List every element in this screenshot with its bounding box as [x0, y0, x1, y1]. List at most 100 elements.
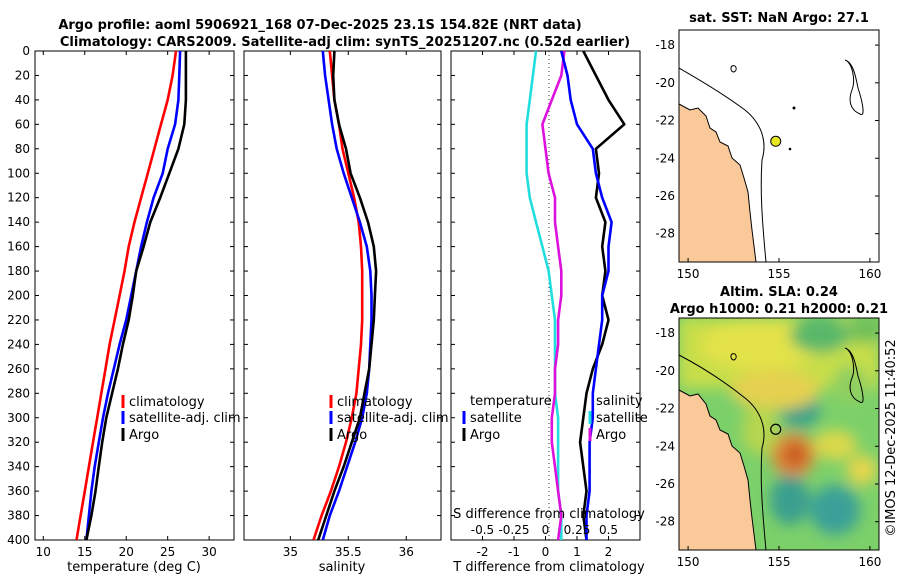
depth-tick-label: 40: [15, 93, 30, 107]
map-lat-label: -24: [655, 151, 675, 165]
sla-map-content: [679, 318, 879, 550]
legend-satellite-label: satellite-adj. clim: [129, 411, 241, 426]
map-lat-label: -28: [655, 227, 675, 241]
map-lon-label: 155: [768, 267, 791, 281]
x-tick-label: 10: [36, 545, 51, 559]
depth-tick-label: 200: [7, 289, 30, 303]
salinity-x-axis: 35 35.5 36: [244, 50, 441, 559]
salinity-difference-tick-label: -0.5: [471, 523, 494, 537]
x-tick-label: 35: [283, 545, 298, 559]
temperature-legend: climatology satellite-adj. clim Argo: [121, 395, 241, 443]
sla-low: [770, 475, 810, 525]
sla-map-axes: 150 155 160 -18 -20 -22 -24 -26 -28: [655, 326, 881, 569]
sst-map-float-marker: [770, 135, 782, 147]
sla-band: [742, 405, 778, 455]
legend-temp-satellite-label: satellite: [470, 411, 522, 426]
depth-tick-label: 0: [22, 44, 30, 58]
map-lat-label: -26: [655, 189, 675, 203]
map-lon-label: 160: [858, 267, 881, 281]
depth-axis: 0 20 40 60 80 100 120 140 160 180 200 220 240 260 280 3…: [7, 44, 30, 547]
main-title-line1: Argo profile: aoml 5906921_168 07-Dec-20…: [58, 18, 581, 33]
legend-climatology-label: climatology: [129, 395, 205, 410]
legend-argo-label: Argo: [129, 428, 159, 443]
sst-map-islet: [788, 147, 792, 151]
difference-panel: -2 -1 0 1 2 temperature satellite Argo salin…: [450, 50, 648, 575]
sst-map: 150 155 160 -18 -20 -22 -24 -26 -28: [655, 29, 881, 281]
x-tick-label: 30: [201, 545, 216, 559]
salinity-difference-tick-label: 0: [542, 523, 550, 537]
legend-satellite-label: satellite-adj. clim: [337, 411, 449, 426]
depth-tick-label: 60: [15, 117, 30, 131]
sst-map-islet: [792, 106, 796, 110]
sst-map-title: sat. SST: NaN Argo: 27.1: [689, 11, 869, 26]
sla-low: [790, 318, 850, 353]
salinity-difference-tick-label: 0.25: [564, 523, 591, 537]
sla-band: [700, 320, 820, 370]
salinity-satellite-diff-line: [541, 51, 566, 540]
sla-low: [810, 485, 860, 535]
sst-map-axes: 150 155 160 -18 -20 -22 -24 -26 -28: [655, 38, 881, 281]
sla-map-island-contour: [730, 353, 737, 361]
difference-legend: temperature satellite Argo salinity sate…: [462, 394, 648, 443]
difference-top-xlabel: S difference from climatology: [453, 507, 645, 522]
depth-tick-label: 240: [7, 337, 30, 351]
x-tick-label: 36: [399, 545, 414, 559]
temperature-panel: 0 20 40 60 80 100 120 140 160 180 200 220 240 260 280 3…: [7, 44, 241, 575]
legend-climatology-label: climatology: [337, 395, 413, 410]
sst-map-content: [679, 59, 864, 262]
legend-sal-argo-label: Argo: [596, 428, 626, 443]
map-lat-label: -28: [655, 515, 675, 529]
depth-tick-label: 120: [7, 191, 30, 205]
temperature-lines: [75, 51, 188, 540]
satellite-adj-clim-sal-line: [321, 51, 373, 540]
legend-temperature-title: temperature: [470, 394, 552, 409]
difference-xlabel: T difference from climatology: [452, 560, 645, 575]
map-lat-label: -20: [655, 76, 675, 90]
sla-map: 150 155 160 -18 -20 -22 -24 -26 -28: [655, 317, 881, 569]
imos-watermark: ©IMOS 12-Dec-2025 11:40:52: [884, 339, 899, 536]
sst-map-island-contour: [730, 65, 737, 73]
depth-tick-label: 340: [7, 460, 30, 474]
map-lat-label: -24: [655, 439, 675, 453]
depth-tick-label: 180: [7, 264, 30, 278]
depth-tick-label: 140: [7, 215, 30, 229]
legend-argo-label: Argo: [337, 428, 367, 443]
sla-map-reef-contour: [844, 347, 864, 404]
depth-tick-label: 400: [7, 533, 30, 547]
map-lat-label: -26: [655, 477, 675, 491]
x-tick-label: 15: [77, 545, 92, 559]
depth-tick-label: 160: [7, 240, 30, 254]
sst-map-land: [679, 103, 757, 262]
salinity-legend: climatology satellite-adj. clim Argo: [329, 395, 449, 443]
salinity-difference-tick-label: -0.25: [498, 523, 529, 537]
depth-tick-label: 380: [7, 509, 30, 523]
depth-tick-label: 360: [7, 484, 30, 498]
salinity-difference-scale: -0.5 -0.25 0 0.25 0.5: [471, 523, 618, 537]
sla-high: [783, 443, 807, 467]
salinity-difference-tick-label: 0.5: [599, 523, 618, 537]
x-tick-label: -1: [508, 545, 520, 559]
temperature-axes-frame: [34, 50, 235, 541]
sla-band: [813, 430, 857, 460]
depth-tick-label: 280: [7, 386, 30, 400]
sla-map-title-line2: Argo h1000: 0.21 h2000: 0.21: [670, 302, 888, 317]
depth-tick-label: 220: [7, 313, 30, 327]
depth-tick-label: 320: [7, 435, 30, 449]
difference-axes-frame: [450, 50, 641, 541]
sla-map-heat-field: [679, 318, 879, 535]
depth-tick-label: 100: [7, 166, 30, 180]
map-lon-label: 155: [768, 555, 791, 569]
temperature-xlabel: temperature (deg C): [67, 560, 201, 575]
map-lat-label: -18: [655, 38, 675, 52]
sla-low: [847, 318, 879, 344]
map-lat-label: -22: [655, 114, 675, 128]
main-title-line2: Climatology: CARS2009. Satellite-adj cli…: [60, 35, 630, 50]
argo-temp-line: [85, 51, 188, 540]
depth-tick-label: 260: [7, 362, 30, 376]
climatology-temp-line: [75, 51, 178, 540]
x-tick-label: 25: [160, 545, 175, 559]
depth-tick-label: 20: [15, 68, 30, 82]
difference-lines: [525, 51, 626, 540]
x-tick-label: 2: [605, 545, 613, 559]
